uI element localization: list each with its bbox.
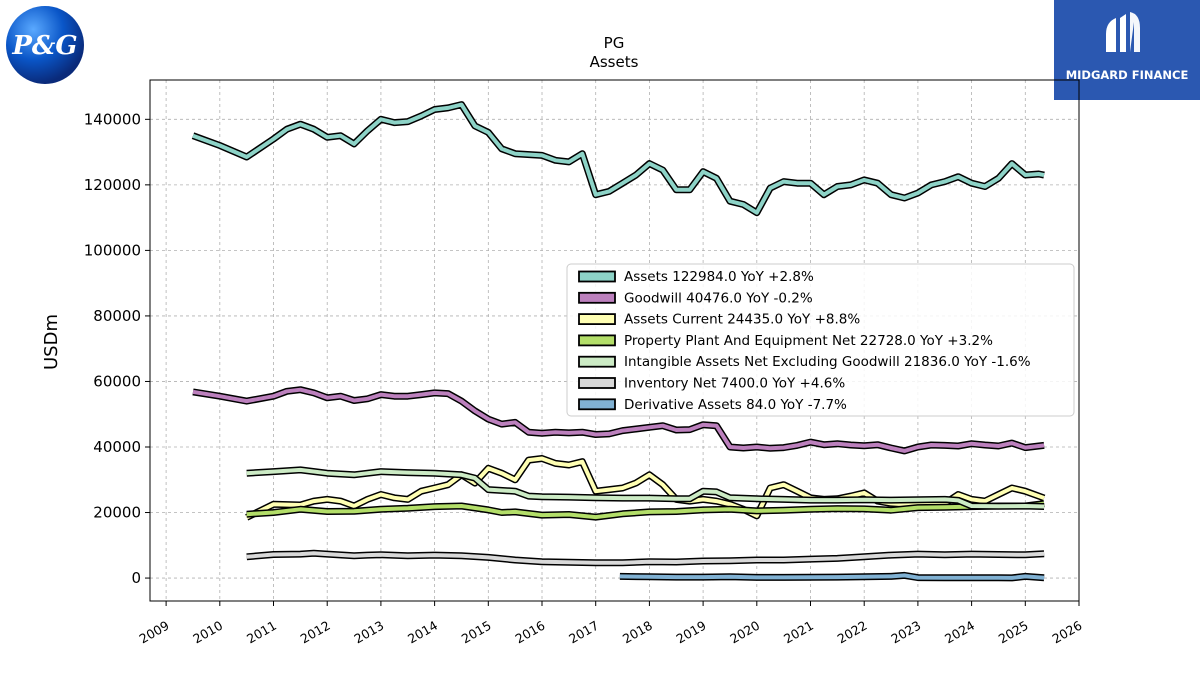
legend-entry: Derivative Assets 84.0 YoY -7.7% xyxy=(624,397,847,413)
series-goodwill xyxy=(192,386,1045,455)
series-inventory-net xyxy=(246,549,1045,567)
series-intangible-assets-net-excluding-goodwill xyxy=(246,466,1045,510)
legend-swatch xyxy=(578,291,616,304)
chart-subtitle: Assets xyxy=(590,53,639,71)
svg-text:P&G: P&G xyxy=(11,31,77,61)
legend-entry: Intangible Assets Net Excluding Goodwill… xyxy=(624,354,1031,370)
midgard-finance-logo: MIDGARD FINANCE xyxy=(1054,0,1200,100)
x-tick-label: 2025 xyxy=(996,618,1031,647)
series-lines xyxy=(191,101,1046,582)
chart-title: PG xyxy=(604,34,625,52)
legend-box xyxy=(566,263,1075,417)
x-tick-label: 2019 xyxy=(674,618,709,647)
x-tick-label: 2023 xyxy=(888,618,923,647)
legend-entry: Assets 122984.0 YoY +2.8% xyxy=(624,269,814,285)
y-tick-label: 40000 xyxy=(93,438,141,456)
series-property-plant-and-equipment-net xyxy=(246,500,1045,521)
y-tick-label: 120000 xyxy=(84,176,141,194)
legend-swatch xyxy=(578,377,616,389)
x-tick-label: 2017 xyxy=(566,618,601,647)
x-axis-ticks: 2009 2010 2011 2012 2013 2014 2015 2016 2017 2018… xyxy=(137,601,1085,647)
x-tick-label: 2020 xyxy=(727,618,762,647)
x-tick-label: 2021 xyxy=(781,618,816,647)
x-tick-label: 2018 xyxy=(620,618,655,647)
x-tick-label: 2010 xyxy=(190,618,225,647)
svg-text:MIDGARD FINANCE: MIDGARD FINANCE xyxy=(1066,68,1189,82)
y-tick-label: 20000 xyxy=(93,504,141,522)
x-tick-label: 2016 xyxy=(512,618,547,647)
x-tick-label: 2014 xyxy=(405,618,440,647)
series-line xyxy=(192,102,1045,215)
legend-entry: Goodwill 40476.0 YoY -0.2% xyxy=(624,290,813,306)
series-line xyxy=(245,456,1045,520)
legend: Assets 122984.0 YoY +2.8% Goodwill 40476.… xyxy=(566,263,1075,417)
x-tick-label: 2026 xyxy=(1049,618,1084,647)
y-tick-label: 0 xyxy=(131,569,141,587)
series-line-outline xyxy=(191,101,1045,217)
x-tick-label: 2009 xyxy=(137,618,172,647)
series-line xyxy=(246,467,1045,509)
y-tick-label: 100000 xyxy=(84,241,141,259)
plot-frame xyxy=(149,79,1080,602)
y-axis-ticks: 0 20000 40000 60000 80000 100000 120000 140000 xyxy=(84,110,150,587)
pg-logo: P&G xyxy=(6,6,84,84)
series-line xyxy=(619,573,1045,580)
legend-swatch xyxy=(578,334,616,347)
series-line xyxy=(246,551,1045,565)
y-tick-label: 60000 xyxy=(93,372,141,390)
legend-entry: Assets Current 24435.0 YoY +8.8% xyxy=(624,312,860,328)
legend-swatch xyxy=(578,355,616,368)
legend-swatch xyxy=(578,398,616,411)
x-tick-label: 2024 xyxy=(942,618,977,647)
y-tick-label: 140000 xyxy=(84,110,141,128)
y-axis-label: USDm xyxy=(41,314,62,370)
x-tick-label: 2015 xyxy=(459,618,494,647)
legend-entry: Inventory Net 7400.0 YoY +4.6% xyxy=(624,376,845,392)
legend-entry: Property Plant And Equipment Net 22728.0… xyxy=(624,333,993,349)
x-tick-label: 2011 xyxy=(244,618,279,647)
legend-swatch xyxy=(578,313,616,326)
x-tick-label: 2022 xyxy=(835,618,870,647)
series-derivative-assets xyxy=(619,571,1045,582)
x-tick-label: 2012 xyxy=(298,618,333,647)
series-assets-current xyxy=(245,455,1046,521)
series-assets xyxy=(191,101,1045,217)
series-line xyxy=(192,387,1045,453)
legend-swatch xyxy=(578,270,616,283)
series-line xyxy=(246,501,1045,520)
x-tick-label: 2013 xyxy=(351,618,386,647)
y-tick-label: 80000 xyxy=(93,307,141,325)
